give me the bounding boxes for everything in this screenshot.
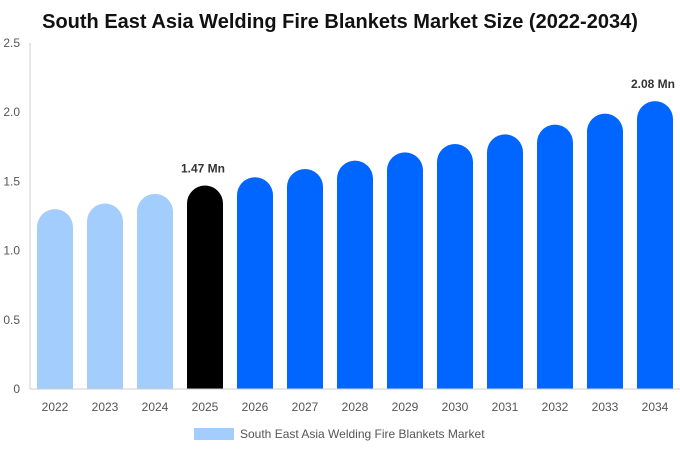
- legend-label: South East Asia Welding Fire Blankets Ma…: [240, 427, 485, 441]
- bar-2023: [87, 203, 123, 389]
- bar-2024: [137, 193, 173, 389]
- bar-2027: [287, 168, 323, 389]
- bar-2029: [387, 152, 423, 389]
- x-tick-label: 2029: [392, 400, 419, 414]
- bar-2030: [437, 144, 473, 389]
- y-axis: 0 0.5 1.0 1.5 2.0 2.5: [3, 36, 31, 396]
- x-axis: 2022 2023 2024 2025 2026 2027 2028 2029 2030 2031…: [30, 388, 680, 414]
- data-label: 1.47 Mn: [181, 162, 225, 176]
- bar-2032: [537, 124, 573, 389]
- x-tick-label: 2033: [592, 400, 619, 414]
- data-labels: 1.47 Mn 2.08 Mn: [181, 77, 675, 175]
- y-tick-label: 0: [13, 382, 20, 396]
- x-tick-label: 2034: [642, 400, 669, 414]
- bar-2025: [187, 185, 223, 389]
- bar-2022: [37, 209, 73, 389]
- x-tick-label: 2032: [542, 400, 569, 414]
- bar-2033: [587, 113, 623, 390]
- x-tick-label: 2024: [142, 400, 169, 414]
- x-tick-label: 2025: [192, 400, 219, 414]
- y-tick-label: 0.5: [3, 313, 20, 327]
- legend: South East Asia Welding Fire Blankets Ma…: [194, 427, 485, 441]
- x-tick-label: 2028: [342, 400, 369, 414]
- bar-2034: [637, 101, 673, 390]
- y-tick-label: 1.0: [3, 244, 20, 258]
- bars-group: [37, 101, 673, 390]
- x-tick-label: 2031: [492, 400, 519, 414]
- data-label: 2.08 Mn: [631, 77, 675, 91]
- x-tick-label: 2023: [92, 400, 119, 414]
- legend-swatch: [194, 428, 234, 440]
- bar-2026: [237, 177, 273, 389]
- bar-2028: [337, 160, 373, 389]
- x-tick-label: 2027: [292, 400, 319, 414]
- x-tick-label: 2026: [242, 400, 269, 414]
- x-tick-label: 2030: [442, 400, 469, 414]
- y-tick-label: 2.5: [3, 36, 20, 50]
- x-tick-label: 2022: [42, 400, 69, 414]
- y-tick-label: 1.5: [3, 174, 20, 188]
- chart-title: South East Asia Welding Fire Blankets Ma…: [42, 11, 638, 33]
- bar-2031: [487, 134, 523, 389]
- y-tick-label: 2.0: [3, 105, 20, 119]
